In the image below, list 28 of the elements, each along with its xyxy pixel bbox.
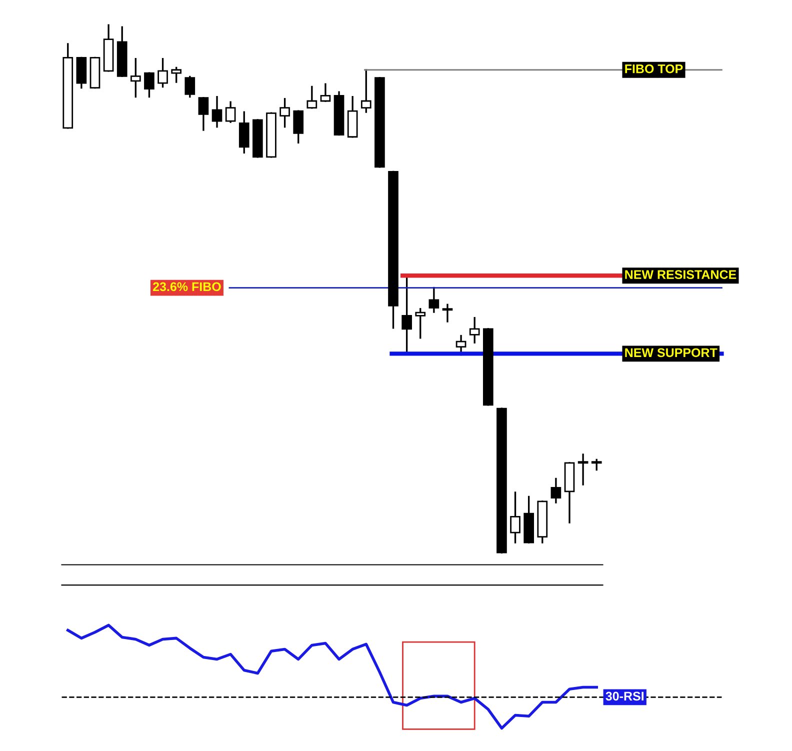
candlestick (144, 72, 154, 98)
ref-line-label: FIBO TOP (625, 64, 683, 74)
candlestick (360, 69, 372, 113)
ref-line-label: NEW SUPPORT (625, 348, 718, 358)
candlestick (510, 492, 520, 544)
candlestick (415, 308, 426, 339)
candlestick (550, 478, 562, 504)
candlestick (469, 317, 480, 344)
candlestick (238, 111, 250, 154)
candlestick (442, 304, 453, 322)
candlestick (225, 101, 236, 123)
candlestick (198, 97, 209, 131)
candlestick (212, 96, 222, 128)
candlestick (578, 454, 588, 486)
ref-line-label: 23.6% FIBO (153, 282, 221, 292)
candlestick (428, 286, 440, 313)
candlestick (130, 58, 141, 98)
candlestick (280, 98, 290, 128)
ref-line-label: 30-RSI (606, 692, 644, 701)
candlestick (402, 276, 412, 354)
candlestick (171, 66, 182, 83)
candlestick (184, 76, 196, 98)
candlestick (158, 58, 168, 88)
candlestick (306, 86, 318, 109)
candlestick (591, 458, 602, 471)
candlestick (320, 83, 331, 102)
candlestick (293, 110, 304, 144)
ref-line-label: NEW RESISTANCE (625, 270, 736, 279)
